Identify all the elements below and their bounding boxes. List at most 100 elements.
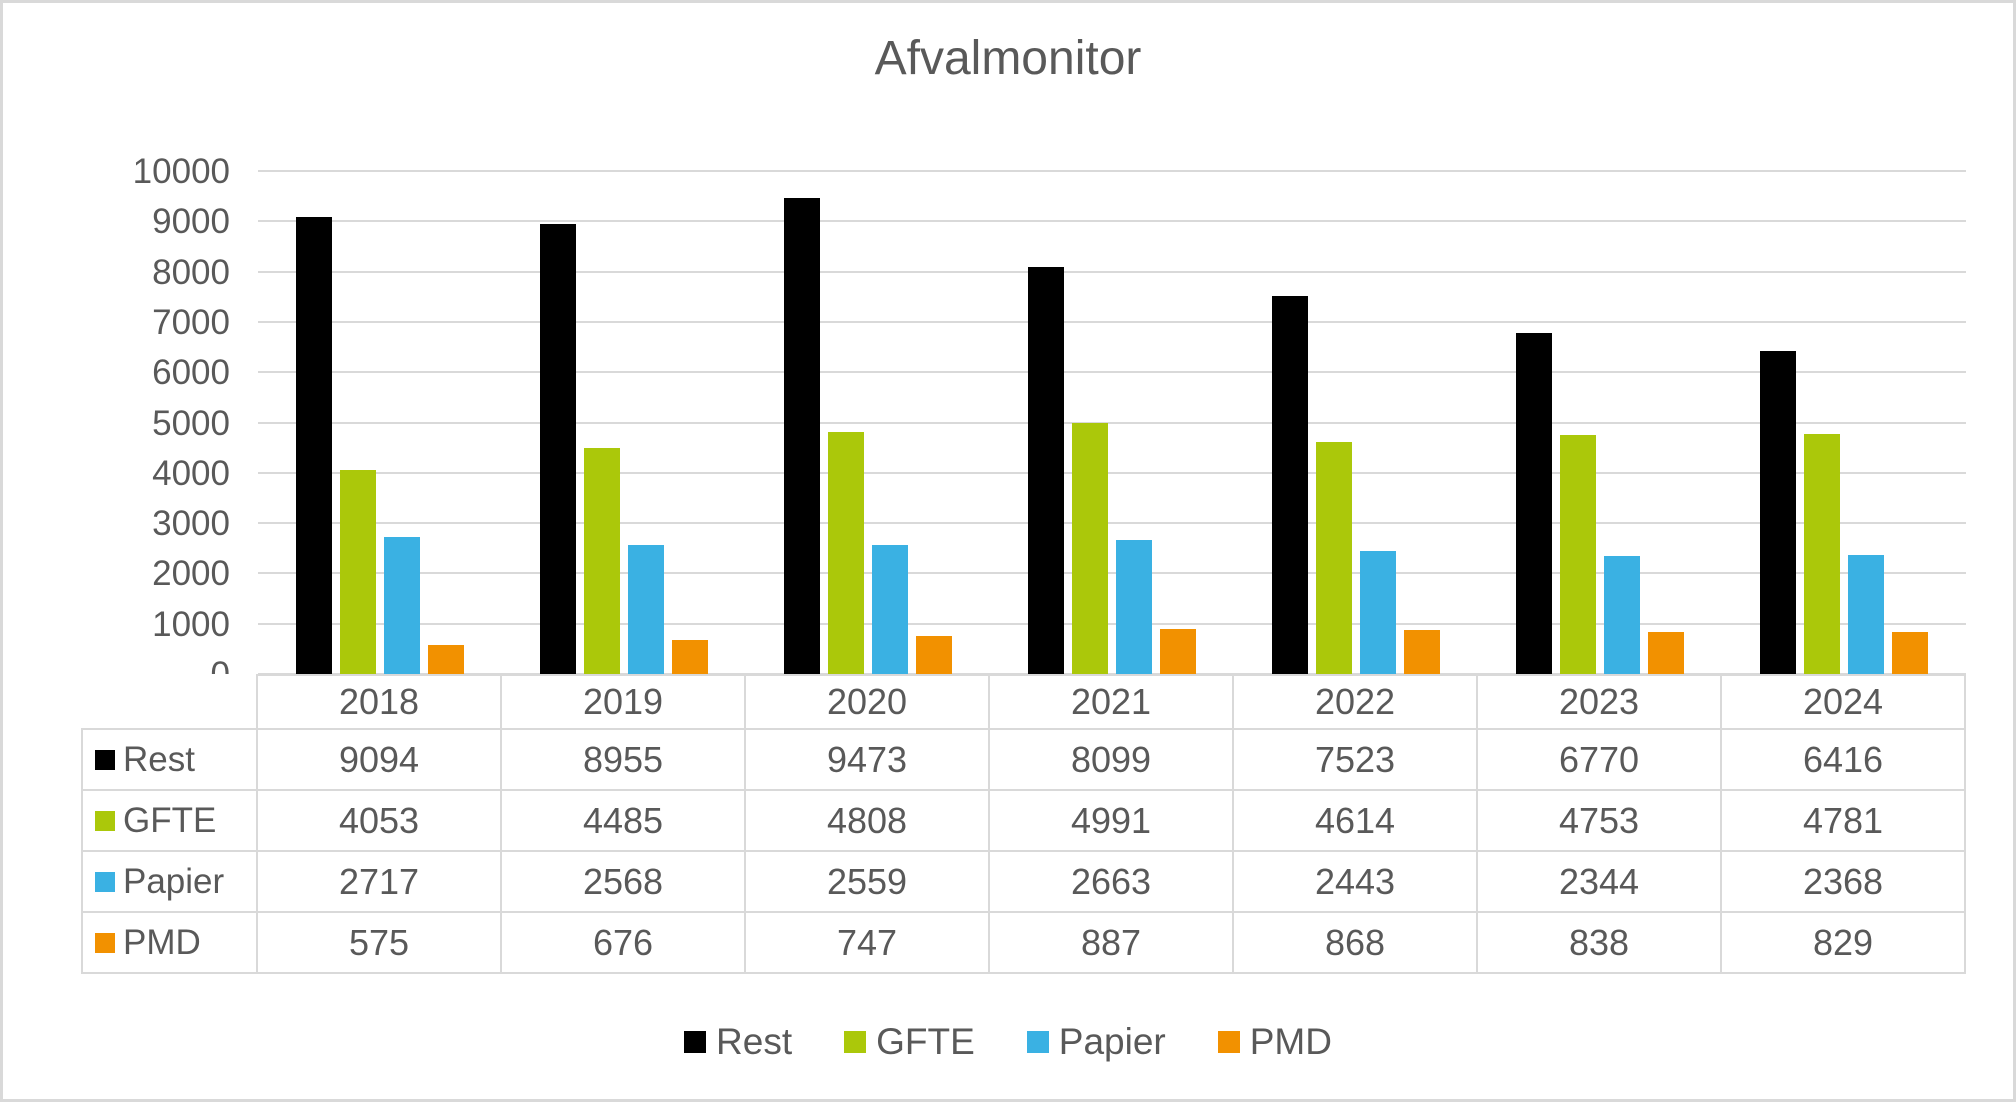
table-value-cell: 838 [1478, 913, 1722, 974]
bar-papier-2018 [384, 537, 420, 674]
plot-area [258, 171, 1966, 674]
gfte-key-square [95, 810, 115, 831]
y-tick-label: 3000 [152, 504, 230, 544]
bar-pmd-2019 [672, 640, 708, 674]
table-value-cell: 2663 [990, 852, 1234, 913]
table-value-cell: 2344 [1478, 852, 1722, 913]
bar-gfte-2024 [1804, 433, 1840, 674]
y-tick-label: 2000 [152, 554, 230, 594]
y-tick-label: 4000 [152, 453, 230, 493]
gridline [258, 270, 1966, 273]
bar-pmd-2020 [916, 636, 952, 674]
table-series-label-pmd: PMD [81, 913, 258, 974]
legend-label: Rest [716, 1021, 793, 1062]
series-name: GFTE [123, 800, 217, 840]
table-value-cell: 2443 [1234, 852, 1478, 913]
table-year-header: 2019 [502, 674, 746, 730]
bar-group-2023 [1478, 333, 1722, 674]
table-series-label-rest: Rest [81, 730, 258, 791]
table-value-cell: 6770 [1478, 730, 1722, 791]
table-value-cell: 868 [1234, 913, 1478, 974]
bar-papier-2019 [628, 544, 664, 674]
legend-item-pmd: PMD [1217, 1021, 1332, 1063]
table-value-cell: 2559 [746, 852, 990, 913]
y-tick-label: 9000 [152, 202, 230, 242]
rest-legend-key-square [684, 1031, 707, 1053]
y-tick-label: 1000 [152, 604, 230, 644]
y-tick-label: 8000 [152, 252, 230, 292]
table-year-header: 2022 [1234, 674, 1478, 730]
table-value-cell: 4485 [502, 791, 746, 852]
series-name: Papier [123, 861, 225, 901]
table-value-cell: 2368 [1722, 852, 1966, 913]
papier-legend-key-square [1026, 1031, 1049, 1053]
table-value-cell: 575 [258, 913, 502, 974]
bar-gfte-2020 [828, 432, 864, 674]
bar-rest-2023 [1516, 333, 1552, 674]
data-table: 2018 2019 2020 2021 2022 2023 2024 Rest 9094 8955… [81, 674, 1966, 974]
bar-pmd-2022 [1404, 630, 1440, 674]
bar-group-2021 [990, 266, 1234, 674]
bar-gfte-2021 [1072, 422, 1108, 674]
legend-label: PMD [1249, 1021, 1332, 1062]
y-tick-label: 5000 [152, 403, 230, 443]
bar-gfte-2023 [1560, 434, 1596, 674]
bar-pmd-2018 [428, 645, 464, 674]
gridline [258, 320, 1966, 323]
table-series-label-gfte: GFTE [81, 791, 258, 852]
gridline [258, 572, 1966, 575]
table-year-header: 2023 [1478, 674, 1722, 730]
gfte-legend-key-square [844, 1031, 867, 1053]
table-value-cell: 8955 [502, 730, 746, 791]
papier-key-square [95, 871, 115, 892]
legend-label: GFTE [876, 1021, 975, 1062]
bar-rest-2019 [540, 223, 576, 674]
bar-rest-2024 [1760, 351, 1796, 674]
bar-group-2020 [746, 197, 990, 674]
table-value-cell: 4991 [990, 791, 1234, 852]
table-value-cell: 9094 [258, 730, 502, 791]
bar-group-2019 [502, 223, 746, 674]
table-value-cell: 2568 [502, 852, 746, 913]
gridline [258, 220, 1966, 223]
table-value-cell: 887 [990, 913, 1234, 974]
bar-papier-2021 [1116, 540, 1152, 674]
bar-papier-2022 [1360, 551, 1396, 674]
table-value-cell: 4781 [1722, 791, 1966, 852]
table-year-header: 2020 [746, 674, 990, 730]
table-value-cell: 4053 [258, 791, 502, 852]
table-value-cell: 676 [502, 913, 746, 974]
bar-pmd-2024 [1892, 632, 1928, 674]
pmd-legend-key-square [1217, 1031, 1240, 1053]
table-year-header: 2021 [990, 674, 1234, 730]
table-corner-cell [81, 674, 258, 730]
legend-label: Papier [1058, 1021, 1166, 1062]
bar-group-2018 [258, 216, 502, 674]
rest-key-square [95, 749, 115, 770]
table-value-cell: 6416 [1722, 730, 1966, 791]
table-value-cell: 2717 [258, 852, 502, 913]
table-value-cell: 7523 [1234, 730, 1478, 791]
legend-item-rest: Rest [684, 1021, 792, 1063]
table-value-cell: 4808 [746, 791, 990, 852]
bar-rest-2022 [1272, 295, 1308, 674]
y-tick-label: 10000 [132, 152, 230, 191]
table-year-header: 2018 [258, 674, 502, 730]
legend: Rest GFTE Papier PMD [3, 1021, 2013, 1063]
table-value-cell: 9473 [746, 730, 990, 791]
gridline [258, 170, 1966, 172]
legend-item-papier: Papier [1026, 1021, 1166, 1063]
gridline [258, 622, 1966, 625]
bar-rest-2021 [1028, 266, 1064, 674]
y-tick-label: 6000 [152, 353, 230, 393]
legend-item-gfte: GFTE [844, 1021, 975, 1063]
table-value-cell: 8099 [990, 730, 1234, 791]
table-value-cell: 4753 [1478, 791, 1722, 852]
gridline [258, 471, 1966, 474]
bar-papier-2024 [1848, 554, 1884, 674]
table-value-cell: 4614 [1234, 791, 1478, 852]
table-series-label-papier: Papier [81, 852, 258, 913]
table-year-header: 2024 [1722, 674, 1966, 730]
bar-rest-2020 [784, 197, 820, 674]
